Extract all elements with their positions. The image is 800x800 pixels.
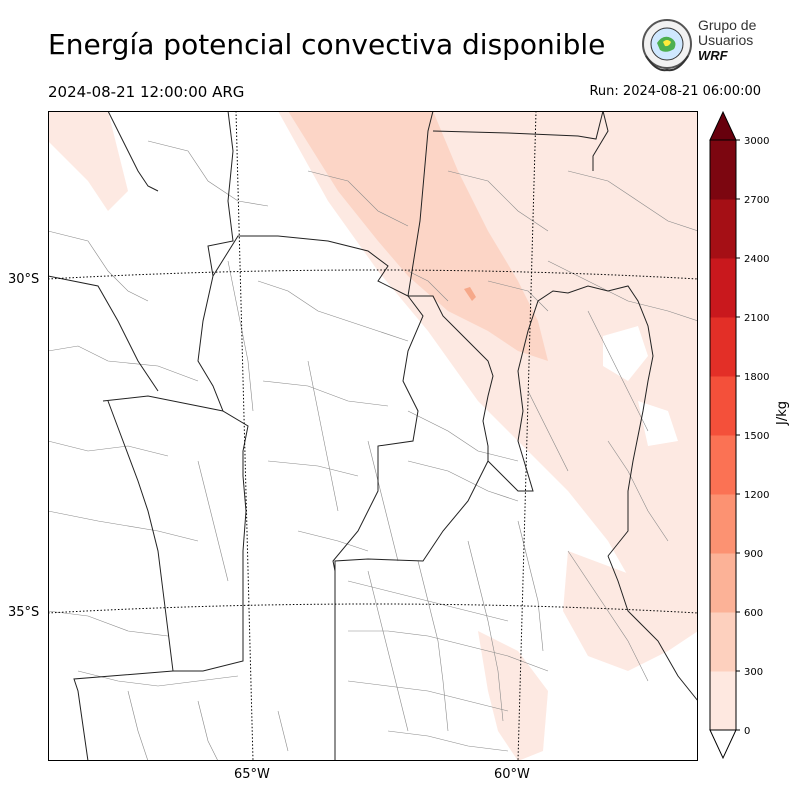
- province-borders: [48, 111, 698, 761]
- colorbar-bin: [710, 671, 736, 731]
- cape-area-light-s: [478, 631, 548, 761]
- valid-time: 2024-08-21 12:00:00 ARG: [48, 83, 245, 101]
- lat-label-35s: 35°S: [8, 605, 40, 620]
- cape-spot: [464, 287, 476, 301]
- colorbar-bin: [710, 140, 736, 200]
- logo-line-1: Grupo de: [698, 17, 757, 33]
- logo-text: Grupo de Usuarios WRF: [698, 17, 757, 64]
- colorbar-bin: [710, 553, 736, 613]
- colorbar-tick-label: 1500: [744, 431, 769, 442]
- cape-area-light-nw: [48, 111, 128, 211]
- colorbar-bin: [710, 317, 736, 377]
- colorbar-under-arrow: [709, 729, 737, 760]
- run-time: Run: 2024-08-21 06:00:00: [589, 84, 761, 99]
- logo-line-2: Usuarios: [698, 32, 754, 48]
- colorbar-bin: [710, 258, 736, 318]
- colorbar-tick-label: 2100: [744, 313, 769, 324]
- colorbar-tick-label: 1200: [744, 490, 769, 501]
- map-title: Energía potencial convectiva disponible: [48, 28, 606, 61]
- department-borders: [48, 140, 698, 761]
- colorbar-tick-label: 600: [744, 608, 763, 619]
- colorbar-bin: [710, 435, 736, 495]
- map-frame: [48, 111, 698, 761]
- colorbar-over-arrow: [709, 110, 737, 141]
- lon-label-65w: 65°W: [234, 767, 270, 782]
- colorbar-bin: [710, 494, 736, 554]
- lon-label-60w: 60°W: [494, 767, 530, 782]
- colorbar-bin: [710, 612, 736, 672]
- colorbar-tick-label: 1800: [744, 372, 769, 383]
- colorbar-bin: [710, 376, 736, 436]
- colorbar-tick-label: 2700: [744, 195, 769, 206]
- colorbar-tick-label: 3000: [744, 136, 769, 147]
- colorbar-unit: J/kg: [775, 401, 790, 425]
- lat-label-30s: 30°S: [8, 272, 40, 287]
- colorbar-bin: [710, 199, 736, 259]
- colorbar-tick-label: 900: [744, 549, 763, 560]
- cape-hole: [603, 326, 648, 381]
- colorbar-tick-label: 2400: [744, 254, 769, 265]
- graticule: [48, 111, 698, 761]
- cape-area-light-se: [563, 551, 698, 671]
- logo-globe-icon: [642, 19, 692, 72]
- wrf-logo: Grupo de Usuarios WRF: [638, 16, 768, 76]
- cape-map: [48, 111, 698, 761]
- colorbar: 0 300 600 900 1200 1500 1800 2100 2400 2700 3000: [709, 110, 769, 760]
- logo-line-3: WRF: [698, 48, 728, 63]
- cape-hole: [638, 401, 678, 446]
- colorbar-tick-label: 300: [744, 667, 763, 678]
- colorbar-tick-label: 0: [744, 726, 750, 737]
